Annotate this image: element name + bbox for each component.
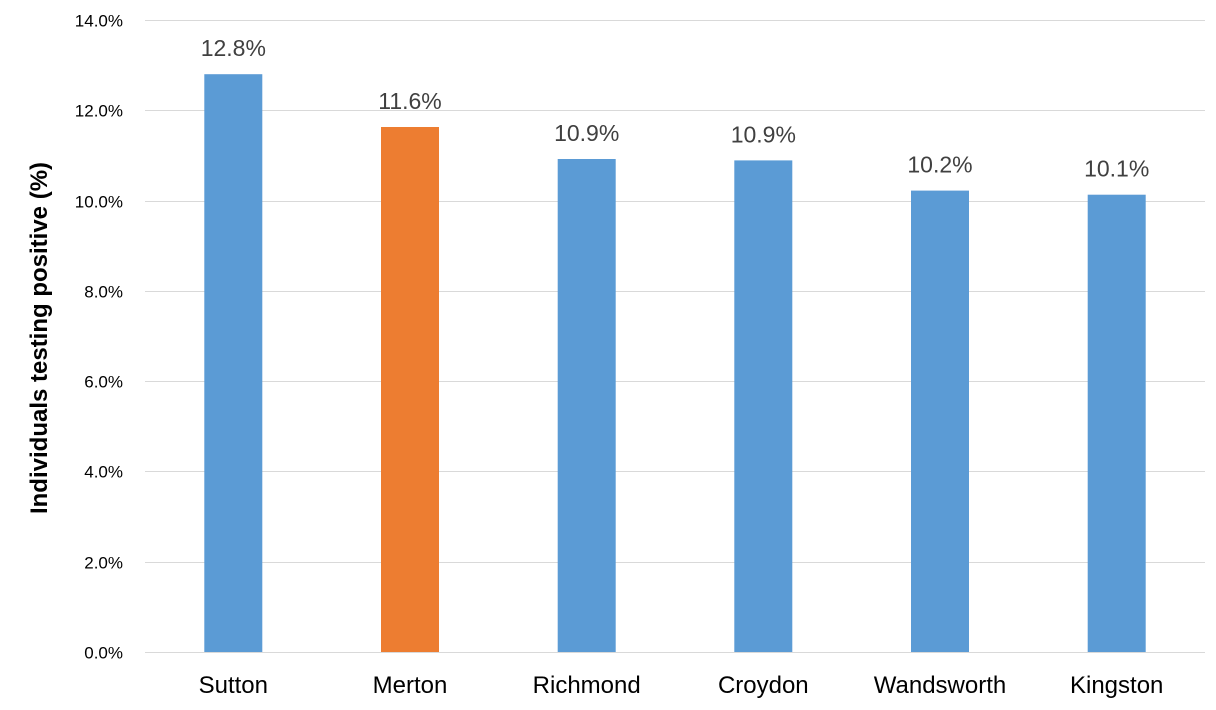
data-label-richmond: 10.9% xyxy=(554,120,619,146)
bar-sutton xyxy=(204,74,263,652)
category-label-richmond: Richmond xyxy=(533,672,641,699)
category-label-sutton: Sutton xyxy=(199,672,268,699)
category-label-kingston: Kingston xyxy=(1070,672,1163,699)
y-axis-title: Individuals testing positive (%) xyxy=(26,162,53,514)
y-tick-label: 6.0% xyxy=(84,373,123,392)
y-tick-label: 12.0% xyxy=(75,102,123,121)
gridlines xyxy=(145,20,1205,653)
y-tick-label: 2.0% xyxy=(84,554,123,573)
data-label-sutton: 12.8% xyxy=(201,35,266,61)
bar-richmond xyxy=(557,159,616,652)
data-label-wandsworth: 10.2% xyxy=(907,152,972,178)
y-tick-label: 4.0% xyxy=(84,463,123,482)
bar-merton xyxy=(381,127,439,652)
bar-croydon xyxy=(734,160,793,652)
data-label-kingston: 10.1% xyxy=(1084,156,1149,182)
y-axis-tick-labels: 0.0% 2.0% 4.0% 6.0% 8.0% 10.0% 12.0% 14.0% xyxy=(75,12,123,663)
data-label-croydon: 10.9% xyxy=(731,121,796,147)
y-tick-label: 10.0% xyxy=(75,193,123,212)
y-tick-label: 8.0% xyxy=(84,283,123,302)
bar-kingston xyxy=(1087,194,1146,652)
category-label-croydon: Croydon xyxy=(718,672,809,699)
data-labels: 12.8% 11.6% 10.9% 10.9% 10.2% 10.1% xyxy=(201,35,1150,182)
bars xyxy=(204,74,1146,652)
y-tick-label: 14.0% xyxy=(75,12,123,31)
category-label-wandsworth: Wandsworth xyxy=(874,672,1007,699)
category-label-merton: Merton xyxy=(373,672,448,699)
data-label-merton: 11.6% xyxy=(378,88,442,114)
y-tick-label: 0.0% xyxy=(84,644,123,663)
x-axis-category-labels: Sutton Merton Richmond Croydon Wandsworth Kin… xyxy=(199,672,1164,699)
bar-wandsworth xyxy=(911,190,969,652)
